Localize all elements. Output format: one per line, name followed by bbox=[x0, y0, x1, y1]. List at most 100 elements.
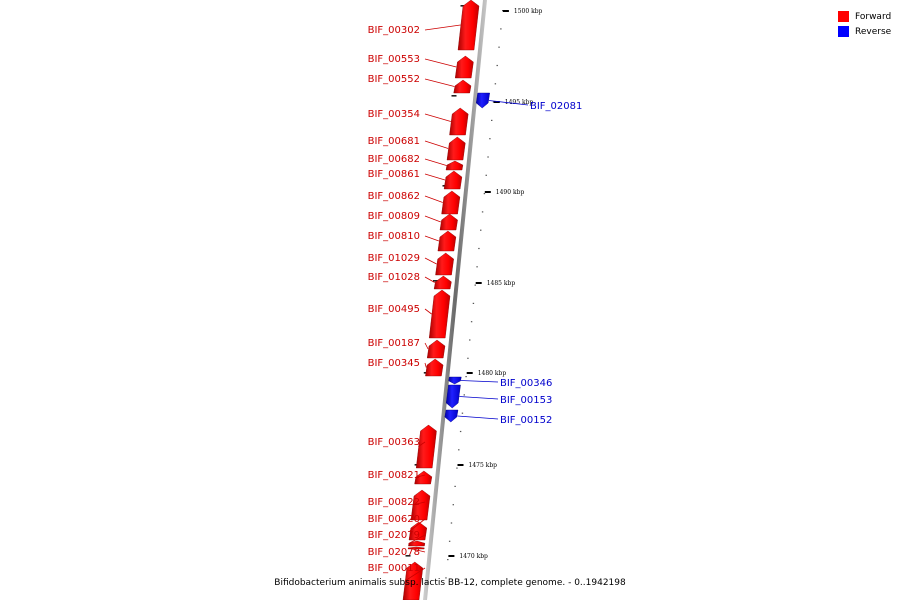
forward-gene-leader bbox=[424, 158, 447, 166]
axis-tick-label: 1495 kbp bbox=[505, 99, 534, 106]
axis-tick-label: 1470 kbp bbox=[459, 553, 488, 560]
forward-gene-leader bbox=[424, 58, 457, 68]
forward-gene-label: BIF_00810 bbox=[368, 231, 420, 242]
legend: Forward Reverse bbox=[838, 9, 898, 39]
reverse-gene-label: BIF_00153 bbox=[500, 395, 552, 406]
forward-gene-label: BIF_02078 bbox=[368, 547, 420, 558]
reverse-gene-arrow[interactable] bbox=[475, 92, 490, 109]
minor-tick bbox=[485, 174, 487, 176]
forward-gene-label: BIF_00822 bbox=[368, 497, 420, 508]
legend-label-forward: Forward bbox=[855, 11, 892, 22]
axis-tick-label: 1500 kbp bbox=[514, 8, 543, 15]
forward-gene-arrow[interactable] bbox=[425, 358, 444, 377]
forward-gene-arrow[interactable] bbox=[414, 470, 433, 485]
minor-tick bbox=[496, 64, 498, 67]
forward-gene-leader bbox=[424, 173, 446, 181]
forward-gene-label: BIF_00495 bbox=[368, 304, 420, 315]
forward-gene-label: BIF_00354 bbox=[368, 109, 420, 120]
forward-gene-arrow[interactable] bbox=[408, 540, 426, 547]
forward-gene-arrow[interactable] bbox=[449, 107, 469, 136]
forward-gene-label: BIF_02079 bbox=[368, 530, 420, 541]
forward-swatch bbox=[838, 11, 849, 22]
minor-tick bbox=[494, 83, 497, 85]
forward-gene-arrow[interactable] bbox=[437, 230, 457, 252]
reverse-gene-arrow[interactable] bbox=[444, 409, 459, 423]
forward-gene-label: BIF_00809 bbox=[368, 211, 420, 222]
forward-gene-leader bbox=[412, 501, 426, 506]
forward-gene-arrow[interactable] bbox=[428, 289, 451, 339]
major-tick bbox=[493, 101, 500, 103]
forward-gene-leader bbox=[424, 235, 440, 242]
forward-gene-leader bbox=[415, 474, 426, 478]
forward-gene-leader bbox=[424, 308, 432, 315]
strand-marker bbox=[405, 555, 411, 557]
forward-gene-arrow[interactable] bbox=[453, 79, 472, 94]
major-tick bbox=[484, 191, 491, 193]
forward-gene-label: BIF_00363 bbox=[368, 437, 420, 448]
minor-tick bbox=[469, 339, 471, 341]
forward-gene-leader bbox=[424, 78, 455, 87]
reverse-gene-arrow[interactable] bbox=[445, 384, 461, 409]
forward-gene-arrow[interactable] bbox=[407, 546, 425, 550]
forward-gene-leader bbox=[404, 567, 426, 582]
forward-gene-arrow[interactable] bbox=[426, 339, 446, 359]
minor-tick bbox=[481, 211, 484, 213]
axis-tick-label: 1475 kbp bbox=[469, 462, 498, 469]
map-caption: Bifidobacterium animalis subsp. lactis B… bbox=[274, 578, 626, 588]
forward-gene-leader bbox=[418, 441, 426, 447]
reverse-gene-label: BIF_00152 bbox=[500, 415, 552, 426]
major-tick bbox=[475, 282, 482, 284]
forward-gene-leader bbox=[424, 24, 461, 31]
minor-tick bbox=[498, 46, 500, 48]
forward-gene-label: BIF_00821 bbox=[368, 470, 420, 481]
minor-tick bbox=[445, 577, 447, 579]
legend-item-forward: Forward bbox=[838, 9, 898, 24]
forward-gene-arrow[interactable] bbox=[410, 489, 431, 521]
forward-gene-label: BIF_00620 bbox=[368, 514, 420, 525]
minor-tick bbox=[459, 430, 462, 433]
major-tick bbox=[448, 555, 455, 557]
forward-gene-arrow[interactable] bbox=[443, 170, 463, 190]
forward-gene-label: BIF_00345 bbox=[368, 358, 420, 369]
forward-gene-arrow[interactable] bbox=[454, 55, 474, 79]
strand-marker bbox=[433, 280, 438, 282]
forward-gene-arrow[interactable] bbox=[433, 275, 452, 290]
forward-gene-leader bbox=[424, 257, 437, 265]
forward-gene-label: BIF_00011 bbox=[368, 563, 420, 574]
reverse-gene-arrow[interactable] bbox=[448, 376, 462, 385]
forward-gene-label: BIF_00862 bbox=[368, 191, 420, 202]
reverse-gene-leader bbox=[457, 415, 499, 420]
minor-tick bbox=[480, 229, 482, 231]
forward-gene-leader bbox=[424, 342, 429, 350]
reverse-gene-leader bbox=[460, 380, 499, 383]
minor-tick bbox=[463, 394, 465, 396]
reverse-swatch bbox=[838, 26, 849, 37]
forward-gene-label: BIF_00681 bbox=[368, 136, 420, 147]
forward-gene-leader bbox=[409, 518, 426, 532]
forward-gene-leader bbox=[424, 215, 441, 223]
forward-gene-arrow[interactable] bbox=[441, 190, 461, 215]
minor-tick bbox=[474, 284, 476, 286]
forward-gene-arrow[interactable] bbox=[457, 0, 480, 51]
axis-tick-label: 1485 kbp bbox=[487, 280, 516, 287]
forward-gene-label: BIF_00861 bbox=[368, 169, 420, 180]
strand-marker bbox=[451, 95, 457, 97]
minor-tick bbox=[491, 119, 493, 121]
forward-gene-arrow[interactable] bbox=[446, 136, 466, 161]
forward-gene-label: BIF_00553 bbox=[368, 54, 420, 65]
minor-tick bbox=[476, 266, 478, 268]
forward-gene-label: BIF_00682 bbox=[368, 154, 420, 165]
minor-tick bbox=[448, 540, 451, 542]
minor-tick bbox=[452, 504, 454, 506]
legend-label-reverse: Reverse bbox=[855, 26, 892, 37]
minor-tick bbox=[502, 10, 504, 12]
minor-tick bbox=[492, 101, 495, 103]
forward-gene-arrow[interactable] bbox=[435, 252, 454, 276]
axis-tick-label: 1480 kbp bbox=[478, 370, 507, 377]
forward-gene-arrow[interactable] bbox=[439, 213, 458, 231]
forward-gene-arrow[interactable] bbox=[408, 521, 428, 541]
forward-gene-arrow[interactable] bbox=[415, 424, 437, 469]
forward-gene-arrow[interactable] bbox=[402, 561, 424, 600]
forward-gene-arrow[interactable] bbox=[445, 160, 464, 171]
